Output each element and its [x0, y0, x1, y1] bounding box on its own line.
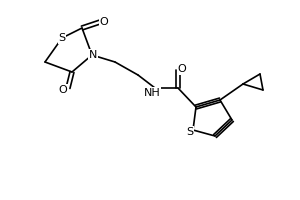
Text: NH: NH: [144, 88, 160, 98]
Text: O: O: [100, 17, 108, 27]
Text: S: S: [58, 33, 66, 43]
Text: N: N: [89, 50, 97, 60]
Text: O: O: [58, 85, 68, 95]
Text: O: O: [178, 64, 186, 74]
Text: S: S: [186, 127, 194, 137]
